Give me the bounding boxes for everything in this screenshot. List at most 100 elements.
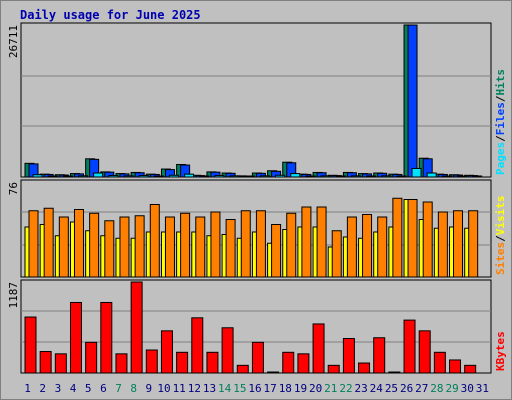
bar-kbytes-day-30 <box>464 364 477 374</box>
bar-kbytes-day-14 <box>221 327 234 374</box>
bar-kbytes-day-11 <box>176 351 189 374</box>
bar-pages-day-3 <box>62 175 73 178</box>
bar-sites-day-15 <box>240 210 251 278</box>
legend-hits: Hits <box>494 69 507 96</box>
x-tick-label-day-20: 20 <box>309 382 322 395</box>
bar-sites-day-26 <box>407 199 418 278</box>
bar-pages-day-30 <box>472 175 483 178</box>
bar-sites-day-23 <box>362 214 373 278</box>
bar-kbytes-day-7 <box>115 353 128 374</box>
bar-kbytes-day-17 <box>267 371 280 374</box>
x-tick-label-day-9: 9 <box>146 382 153 395</box>
bar-pages-day-29 <box>457 175 468 178</box>
x-tick-label-day-15: 15 <box>233 382 246 395</box>
bar-kbytes-day-28 <box>433 351 446 374</box>
plot-area-hits-files-pages <box>20 22 492 178</box>
bar-pages-day-22 <box>350 175 361 178</box>
bar-kbytes-day-26 <box>403 319 416 374</box>
bar-pages-day-11 <box>184 173 195 178</box>
bar-kbytes-day-27 <box>418 330 431 374</box>
x-tick-label-day-16: 16 <box>248 382 261 395</box>
x-tick-label-day-26: 26 <box>400 382 413 395</box>
x-tick-label-day-29: 29 <box>445 382 458 395</box>
bar-kbytes-day-19 <box>297 353 310 374</box>
chart-title: Daily usage for June 2025 <box>20 8 201 22</box>
bar-pages-day-19 <box>305 175 316 178</box>
x-tick-label-day-23: 23 <box>355 382 368 395</box>
x-tick-label-day-21: 21 <box>324 382 337 395</box>
x-tick-label-day-6: 6 <box>100 382 107 395</box>
bar-sites-day-2 <box>43 207 54 278</box>
x-tick-label-day-24: 24 <box>370 382 384 395</box>
bar-pages-day-5 <box>93 172 104 178</box>
bar-kbytes-day-20 <box>312 323 325 374</box>
x-tick-label-day-27: 27 <box>415 382 428 395</box>
bar-kbytes-day-15 <box>236 364 249 374</box>
legend-kbytes: KBytes <box>494 331 507 371</box>
x-tick-label-day-18: 18 <box>279 382 292 395</box>
legend-kbytes: KBytes <box>494 331 507 371</box>
legend-separator: / <box>494 135 507 142</box>
bar-pages-day-4 <box>77 175 88 178</box>
bar-sites-day-30 <box>468 210 479 278</box>
max-label-kbytes: 1187 <box>7 282 20 309</box>
bar-pages-day-13 <box>214 175 225 178</box>
legend-sites: Sites <box>494 242 507 275</box>
x-tick-label-day-5: 5 <box>85 382 92 395</box>
bar-kbytes-day-24 <box>373 337 386 374</box>
bar-pages-day-16 <box>259 175 270 178</box>
bar-pages-day-24 <box>381 175 392 178</box>
bar-sites-day-13 <box>210 211 221 278</box>
bar-pages-day-18 <box>290 173 301 178</box>
bar-pages-day-7 <box>123 175 134 178</box>
bar-sites-day-5 <box>89 212 100 278</box>
x-tick-label-day-8: 8 <box>130 382 137 395</box>
bar-kbytes-day-12 <box>191 317 204 374</box>
bar-sites-day-17 <box>271 224 282 278</box>
bar-sites-day-6 <box>104 220 115 278</box>
bar-sites-day-24 <box>377 216 388 278</box>
bar-sites-day-1 <box>28 210 39 278</box>
x-tick-label-day-22: 22 <box>339 382 352 395</box>
bar-pages-day-8 <box>138 175 149 178</box>
max-label-hits-files-pages: 26711 <box>7 25 20 58</box>
bar-sites-day-12 <box>195 216 206 278</box>
x-tick-label-day-13: 13 <box>203 382 216 395</box>
bar-sites-day-8 <box>134 215 145 278</box>
x-tick-label-day-19: 19 <box>294 382 307 395</box>
bar-sites-day-10 <box>164 216 175 278</box>
bar-sites-day-14 <box>225 219 236 278</box>
bar-sites-day-19 <box>301 206 312 278</box>
legend-separator: / <box>494 95 507 102</box>
bar-pages-day-20 <box>320 175 331 178</box>
bar-pages-day-9 <box>153 175 164 178</box>
max-label-visits-sites: 76 <box>7 182 20 195</box>
x-tick-label-day-1: 1 <box>24 382 31 395</box>
bar-pages-day-15 <box>244 175 255 178</box>
bar-pages-day-25 <box>396 175 407 178</box>
bar-pages-day-2 <box>47 175 58 178</box>
legend-separator: / <box>494 235 507 242</box>
bar-pages-day-23 <box>366 175 377 178</box>
bar-kbytes-day-25 <box>388 371 401 374</box>
bar-sites-day-28 <box>437 211 448 278</box>
bar-pages-day-1 <box>32 174 43 178</box>
x-tick-label-day-28: 28 <box>430 382 443 395</box>
bar-sites-day-7 <box>119 216 130 278</box>
bar-kbytes-day-18 <box>282 351 295 374</box>
bar-kbytes-day-6 <box>100 301 113 374</box>
bar-pages-day-28 <box>441 175 452 178</box>
x-tick-label-day-25: 25 <box>385 382 398 395</box>
x-tick-label-day-4: 4 <box>70 382 77 395</box>
bar-pages-day-12 <box>199 175 210 178</box>
bar-pages-day-26 <box>411 167 422 178</box>
x-tick-label-day-17: 17 <box>264 382 277 395</box>
bar-kbytes-day-2 <box>39 351 52 374</box>
bar-sites-day-16 <box>255 210 266 278</box>
bar-sites-day-9 <box>149 204 160 278</box>
bar-kbytes-day-23 <box>358 362 371 374</box>
bar-sites-day-21 <box>331 230 342 278</box>
bar-sites-day-3 <box>58 216 69 278</box>
bar-pages-day-10 <box>168 174 179 178</box>
